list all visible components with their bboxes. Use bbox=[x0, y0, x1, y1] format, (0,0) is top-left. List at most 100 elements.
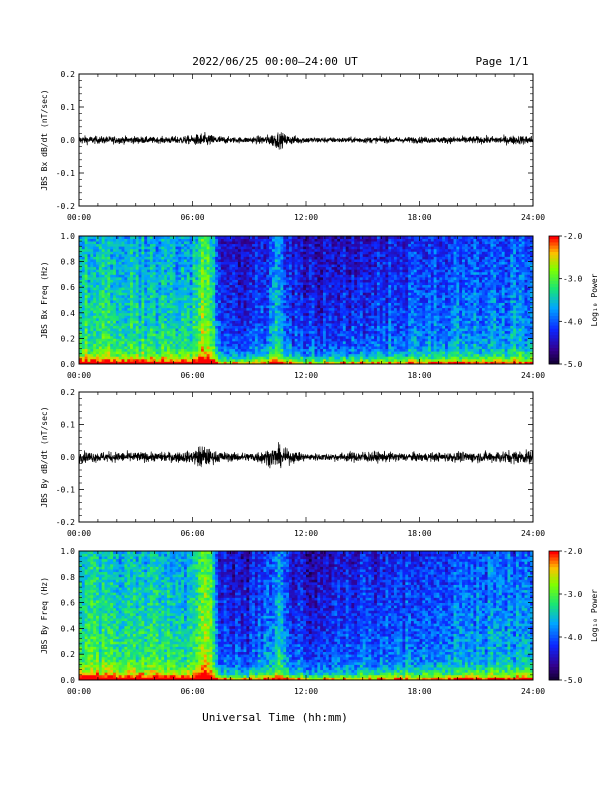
heatmap-cell bbox=[252, 238, 256, 242]
heatmap-cell bbox=[181, 302, 185, 306]
heatmap-cell bbox=[149, 330, 154, 334]
heatmap-cell bbox=[178, 248, 182, 252]
heatmap-cell bbox=[280, 243, 284, 247]
heatmap-cell bbox=[345, 348, 349, 352]
heatmap-cell bbox=[351, 264, 355, 268]
heatmap-cell bbox=[306, 289, 310, 293]
heatmap-cell bbox=[195, 343, 199, 347]
heatmap-cell bbox=[152, 340, 157, 344]
heatmap-cell bbox=[141, 269, 145, 273]
heatmap-cell bbox=[130, 289, 134, 293]
heatmap-cell bbox=[226, 282, 230, 286]
heatmap-cell bbox=[257, 238, 261, 242]
heatmap-cell bbox=[206, 351, 210, 355]
heatmap-cell bbox=[229, 323, 233, 326]
heatmap-cell bbox=[101, 276, 105, 280]
heatmap-cell bbox=[331, 330, 335, 334]
heatmap-cell bbox=[121, 315, 125, 319]
heatmap-cell bbox=[303, 315, 307, 319]
heatmap-cell bbox=[209, 317, 213, 321]
heatmap-cell bbox=[195, 328, 199, 332]
heatmap-cell bbox=[320, 330, 324, 334]
heatmap-cell bbox=[320, 241, 324, 245]
heatmap-cell bbox=[297, 302, 301, 306]
heatmap-cell bbox=[124, 353, 128, 357]
heatmap-cell bbox=[121, 325, 125, 329]
heatmap-cell bbox=[93, 317, 97, 321]
heatmap-cell bbox=[98, 264, 103, 268]
heatmap-cell bbox=[113, 330, 117, 334]
heatmap-cell bbox=[260, 305, 264, 309]
heatmap-cell bbox=[286, 353, 290, 357]
heatmap-cell bbox=[121, 284, 125, 288]
heatmap-cell bbox=[152, 356, 157, 360]
heatmap-cell bbox=[334, 287, 338, 291]
heatmap-cell bbox=[218, 236, 222, 239]
heatmap-cell bbox=[181, 253, 185, 257]
heatmap-cell bbox=[138, 335, 142, 339]
heatmap-cell bbox=[232, 335, 236, 339]
heatmap-cell bbox=[306, 287, 310, 291]
heatmap-cell bbox=[348, 302, 352, 306]
heatmap-cell bbox=[263, 343, 267, 347]
heatmap-cell bbox=[158, 305, 162, 309]
heatmap-cell bbox=[158, 253, 162, 257]
heatmap-cell bbox=[149, 287, 154, 291]
heatmap-cell bbox=[149, 312, 154, 316]
heatmap-cell bbox=[195, 340, 199, 344]
heatmap-cell bbox=[79, 353, 83, 357]
heatmap-cell bbox=[271, 251, 276, 255]
heatmap-cell bbox=[260, 323, 264, 326]
heatmap-cell bbox=[354, 289, 358, 293]
heatmap-cell bbox=[127, 323, 131, 326]
heatmap-cell bbox=[149, 305, 154, 309]
heatmap-cell bbox=[345, 241, 349, 245]
heatmap-cell bbox=[218, 259, 222, 262]
heatmap-cell bbox=[266, 305, 270, 309]
heatmap-cell bbox=[271, 325, 276, 329]
heatmap-cell bbox=[240, 348, 244, 352]
heatmap-cell bbox=[337, 271, 341, 275]
heatmap-cell bbox=[323, 266, 327, 270]
heatmap-cell bbox=[118, 320, 122, 324]
heatmap-cell bbox=[229, 348, 233, 352]
heatmap-cell bbox=[124, 356, 128, 360]
heatmap-cell bbox=[291, 315, 296, 319]
heatmap-cell bbox=[127, 282, 131, 286]
heatmap-cell bbox=[271, 302, 276, 306]
heatmap-cell bbox=[288, 264, 293, 268]
heatmap-cell bbox=[328, 284, 332, 288]
heatmap-cell bbox=[90, 238, 94, 242]
heatmap-cell bbox=[232, 297, 236, 301]
heatmap-cell bbox=[186, 356, 191, 360]
heatmap-cell bbox=[118, 348, 122, 352]
heatmap-cell bbox=[90, 236, 94, 239]
heatmap-cell bbox=[342, 310, 347, 314]
heatmap-cell bbox=[283, 338, 287, 342]
heatmap-cell bbox=[209, 294, 213, 298]
heatmap-cell bbox=[110, 261, 114, 265]
heatmap-cell bbox=[127, 238, 131, 242]
heatmap-cell bbox=[209, 256, 213, 260]
heatmap-cell bbox=[325, 351, 330, 355]
heatmap-cell bbox=[300, 287, 304, 291]
heatmap-cell bbox=[345, 284, 349, 288]
heatmap-cell bbox=[297, 276, 301, 280]
heatmap-cell bbox=[263, 320, 267, 324]
heatmap-cell bbox=[274, 276, 279, 280]
heatmap-cell bbox=[155, 343, 159, 347]
heatmap-cell bbox=[127, 346, 131, 350]
heatmap-cell bbox=[124, 253, 128, 257]
heatmap-cell bbox=[269, 297, 273, 301]
heatmap-cell bbox=[203, 305, 208, 309]
heatmap-cell bbox=[340, 343, 344, 347]
heatmap-cell bbox=[209, 323, 213, 326]
heatmap-cell bbox=[118, 305, 122, 309]
heatmap-cell bbox=[144, 343, 148, 347]
heatmap-cell bbox=[135, 241, 139, 245]
heatmap-cell bbox=[257, 353, 261, 357]
heatmap-cell bbox=[218, 340, 222, 344]
heatmap-cell bbox=[138, 284, 142, 288]
heatmap-cell bbox=[127, 358, 131, 362]
heatmap-cell bbox=[110, 236, 114, 239]
